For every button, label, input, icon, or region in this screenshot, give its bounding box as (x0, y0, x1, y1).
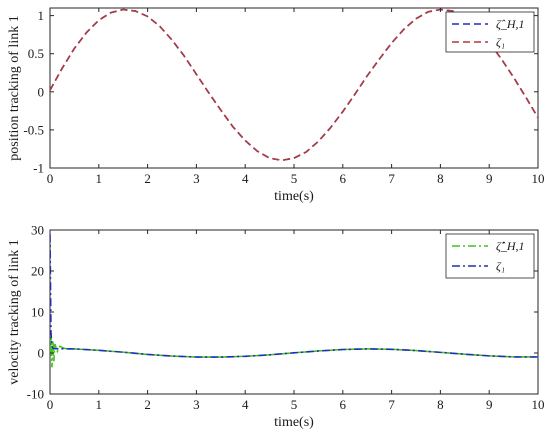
legend-box (445, 233, 535, 279)
x-tick-label: 0 (47, 397, 54, 412)
x-tick-label: 5 (291, 171, 298, 186)
x-tick-label: 6 (340, 171, 347, 186)
y-tick-label: 10 (31, 305, 44, 320)
x-tick-label: 10 (532, 171, 545, 186)
x-axis-label: time(s) (274, 189, 314, 204)
y-tick-label: 0.5 (28, 46, 44, 61)
legend-box (445, 11, 535, 53)
x-tick-label: 2 (144, 171, 151, 186)
x-tick-label: 2 (144, 397, 151, 412)
x-axis-label: time(s) (274, 415, 314, 430)
x-tick-label: 0 (47, 171, 54, 186)
legend-label-0: ζ̂_H,1 (496, 17, 525, 31)
x-tick-label: 7 (388, 171, 395, 186)
y-tick-label: -0.5 (23, 122, 44, 137)
x-tick-label: 3 (193, 397, 200, 412)
y-tick-label: -10 (27, 387, 44, 402)
legend-label-1: ζ₁ (496, 35, 505, 49)
x-tick-label: 4 (242, 171, 249, 186)
y-tick-label: 30 (31, 223, 44, 238)
position-tracking-panel: 0 1 2 3 4 5 6 7 8 9 10 -1 -0.5 0 0.5 1 time(s) position t… (7, 7, 545, 204)
y-tick-label: -1 (33, 161, 44, 176)
y-tick-label: 1 (38, 8, 45, 23)
x-tick-label: 10 (532, 397, 545, 412)
x-tick-label: 9 (486, 397, 493, 412)
x-tick-label: 8 (437, 397, 444, 412)
y-tick-label: 0 (38, 346, 45, 361)
x-tick-label: 4 (242, 397, 249, 412)
y-tick-label: 20 (31, 264, 44, 279)
legend-label-0: ζ̂̇_H,1 (496, 239, 525, 253)
x-tick-label: 7 (388, 397, 395, 412)
y-axis-label: position tracking of link 1 (7, 15, 22, 160)
series-line-1 (50, 8, 538, 162)
x-tick-label: 5 (291, 397, 298, 412)
x-tick-label: 6 (340, 397, 347, 412)
legend: ζ̂̇_H,1 ζ₁ (445, 233, 535, 279)
legend: ζ̂_H,1 ζ₁ (445, 11, 535, 53)
y-axis-label: velocity tracking of link 1 (7, 239, 22, 384)
x-tick-label: 8 (437, 171, 444, 186)
series-line-1 (50, 234, 538, 358)
legend-label-1: ζ₁ (496, 259, 505, 273)
x-tick-label: 1 (96, 171, 103, 186)
x-tick-label: 1 (96, 397, 103, 412)
x-tick-label: 3 (193, 171, 200, 186)
y-tick-label: 0 (38, 84, 45, 99)
x-tick-label: 9 (486, 171, 493, 186)
